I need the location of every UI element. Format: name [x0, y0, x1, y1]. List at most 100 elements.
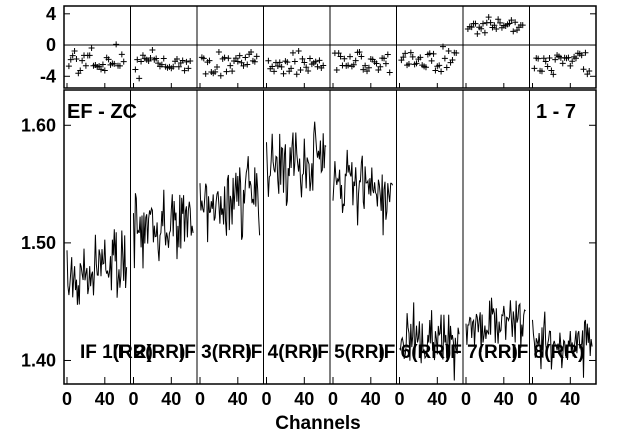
if-label: IF 5(RR)	[312, 342, 385, 363]
phase-point	[335, 50, 342, 57]
phase-point	[170, 63, 177, 70]
phase-point	[491, 22, 498, 29]
amplitude-tick-label: 1.40	[21, 350, 56, 370]
phase-point	[567, 62, 574, 69]
phase-point	[153, 55, 160, 62]
phase-point	[347, 53, 354, 60]
phase-point	[71, 47, 78, 54]
phase-point	[373, 60, 380, 67]
phase-point	[179, 57, 186, 64]
phase-point	[407, 49, 414, 56]
phase-point	[512, 19, 519, 26]
phase-point	[217, 72, 224, 79]
phase-point	[508, 17, 515, 24]
x-tick-label: 0	[461, 389, 471, 409]
phase-point	[149, 46, 156, 53]
phase-point	[441, 55, 448, 62]
phase-point	[565, 54, 572, 61]
phase-point	[552, 56, 559, 63]
amplitude-series-line	[399, 302, 460, 381]
phase-point	[314, 63, 321, 70]
phase-point	[138, 58, 145, 65]
phase-point	[559, 60, 566, 67]
phase-point	[413, 60, 420, 67]
phase-point	[360, 66, 367, 73]
phase-point	[88, 45, 95, 52]
phase-point	[443, 64, 450, 71]
phase-point	[297, 66, 304, 73]
baseline-label: EF - ZC	[67, 101, 137, 123]
phase-point	[544, 63, 551, 70]
phase-point	[96, 63, 103, 70]
phase-point	[251, 58, 258, 65]
phase-point	[305, 67, 312, 74]
phase-point	[139, 52, 146, 59]
phase-point	[436, 62, 443, 69]
phase-point	[278, 63, 285, 70]
amplitude-panel	[63, 89, 597, 385]
phase-point	[238, 59, 245, 66]
phase-point	[485, 14, 492, 21]
amplitude-series-line	[266, 121, 327, 206]
phase-point	[497, 19, 504, 26]
phase-point	[234, 58, 241, 65]
amplitude-tick-label: 1.50	[21, 233, 56, 253]
phase-point	[578, 52, 585, 59]
phase-point	[105, 56, 112, 63]
if-label: IF 4(RR)	[246, 342, 319, 363]
x-tick-label: 40	[361, 389, 381, 409]
amplitude-series-line	[133, 189, 194, 269]
amplitude-series-line	[199, 156, 261, 243]
phase-point	[364, 68, 371, 75]
phase-point	[586, 67, 593, 74]
phase-point	[101, 67, 108, 74]
amplitude-series-line	[66, 229, 128, 305]
phase-point	[301, 59, 308, 66]
phase-point	[337, 53, 344, 60]
phase-point	[116, 62, 123, 69]
phase-point	[426, 50, 433, 57]
phase-point	[223, 68, 230, 75]
amplitude-lines	[66, 121, 593, 381]
phase-point	[120, 58, 127, 65]
phase-point	[510, 28, 517, 35]
phase-point	[269, 63, 276, 70]
x-tick-label: 40	[161, 389, 181, 409]
range-label: 1 - 7	[536, 101, 576, 123]
phase-point	[276, 59, 283, 66]
chart-labels: EF - ZC 1 - 7 Channels	[67, 101, 576, 432]
phase-point	[312, 58, 319, 65]
if-label: IF 2(RR)	[113, 342, 186, 363]
phase-point	[306, 55, 313, 62]
phase-point	[546, 54, 553, 61]
phase-point	[381, 55, 388, 62]
phase-point	[79, 57, 86, 64]
phase-point	[478, 25, 485, 32]
phase-point	[132, 66, 139, 73]
phase-point	[248, 49, 255, 56]
phase-point	[582, 49, 589, 56]
phase-point	[158, 61, 165, 68]
phase-point	[439, 43, 446, 50]
phase-point	[303, 64, 310, 71]
phase-point	[538, 68, 545, 75]
phase-point	[445, 47, 452, 54]
x-tick-label: 40	[560, 389, 580, 409]
phase-point	[187, 58, 194, 65]
phase-point	[134, 56, 141, 63]
phase-point	[474, 30, 481, 37]
phase-point	[232, 55, 239, 62]
phase-point	[352, 57, 359, 64]
x-tick-label: 0	[261, 389, 271, 409]
phase-point	[214, 64, 221, 71]
phase-point	[185, 65, 192, 72]
phase-point	[430, 50, 437, 57]
phase-point	[240, 62, 247, 69]
phase-point	[468, 24, 475, 31]
amplitude-y-tick-labels: 1.60 1.50 1.40	[21, 115, 56, 370]
phase-point	[432, 67, 439, 74]
phase-point	[572, 55, 579, 62]
phase-point	[548, 67, 555, 74]
phase-point	[73, 56, 80, 63]
phase-point	[265, 57, 272, 64]
